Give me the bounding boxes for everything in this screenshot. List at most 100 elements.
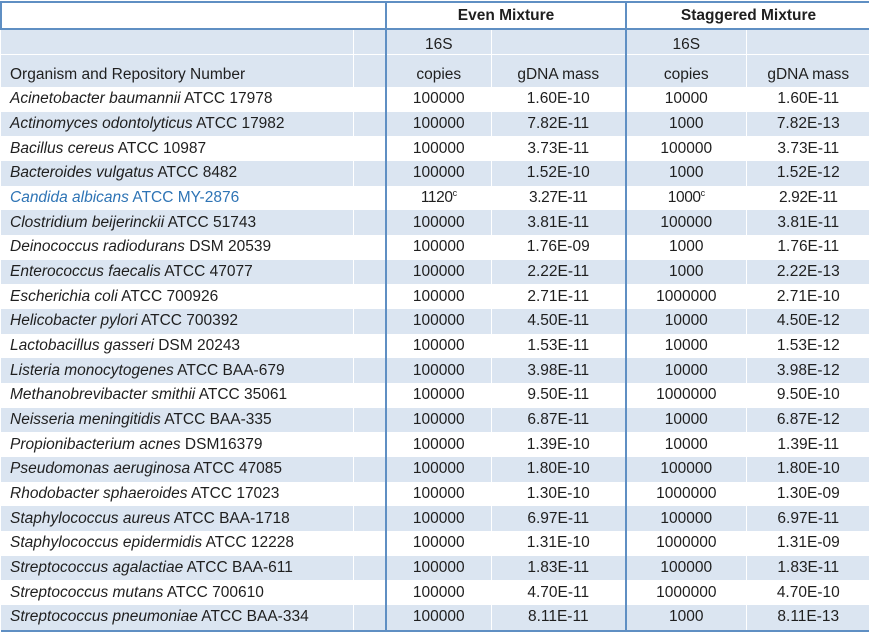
- organism-name: Streptococcus agalactiae: [10, 559, 184, 577]
- organism-cell: Lactobacillus gasseri DSM 20243: [1, 333, 354, 359]
- even-gdna-header: gDNA mass: [491, 54, 627, 87]
- organism-row: Candida albicans ATCC MY-2876 1120c 3.27E-…: [1, 185, 869, 211]
- staggered-gdna-value: 2.92E-11: [778, 189, 838, 207]
- repository-number: ATCC BAA-334: [201, 608, 309, 626]
- staggered-gdna-header: gDNA mass: [746, 54, 869, 87]
- organism-name: Clostridium beijerinckii: [10, 213, 165, 231]
- organism-row: Bacteroides vulgatus ATCC 8482 100000 1.52…: [1, 161, 869, 186]
- organism-cell: Helicobacter pylori ATCC 700392: [1, 309, 354, 334]
- staggered-gdna-value: 8.11E-13: [746, 605, 869, 632]
- spacer-cell: [353, 259, 387, 285]
- spacer-cell: [353, 136, 387, 162]
- even-copies-header: copies: [385, 54, 492, 87]
- organism-row: Deinococcus radiodurans DSM 20539 100000 1…: [1, 235, 869, 260]
- staggered-gdna-value: 2.22E-13: [746, 259, 869, 285]
- even-gdna-value: 1.30E-10: [491, 481, 627, 507]
- staggered-copies-value: 1000000: [625, 383, 747, 408]
- organism-cell: Methanobrevibacter smithii ATCC 35061: [1, 383, 354, 408]
- organism-name: Lactobacillus gasseri: [10, 337, 154, 355]
- empty-cell: [491, 29, 627, 55]
- organism-row: Bacillus cereus ATCC 10987 100000 3.73E-11…: [1, 136, 869, 162]
- corner-cell: [0, 1, 387, 30]
- organism-name: Streptococcus mutans: [10, 583, 164, 601]
- even-gdna-value: 3.81E-11: [491, 210, 627, 236]
- spacer-cell: [353, 161, 387, 186]
- even-gdna-value: 3.73E-11: [491, 136, 627, 162]
- organism-name: Deinococcus radiodurans: [10, 238, 185, 256]
- staggered-copies-value: 1000000: [625, 481, 747, 507]
- spacer-cell: [353, 284, 387, 310]
- even-gdna-value: 7.82E-11: [491, 111, 627, 137]
- even-copies-value: 100000: [385, 358, 492, 384]
- spacer-cell: [353, 111, 387, 137]
- staggered-gdna-value: 1.53E-12: [776, 337, 840, 355]
- organism-row: Propionibacterium acnes DSM16379 100000 1.…: [1, 432, 869, 458]
- even-copies-value: 100000: [385, 333, 492, 359]
- even-copies-value: 100000: [385, 383, 492, 408]
- repository-number: ATCC 17978: [184, 90, 273, 108]
- even-16s-label: 16S: [385, 29, 492, 55]
- organism-row: Acinetobacter baumannii ATCC 17978 100000…: [1, 87, 869, 112]
- even-gdna-value: 3.27E-11: [491, 185, 627, 211]
- organism-row: Helicobacter pylori ATCC 700392 100000 4.5…: [1, 309, 869, 334]
- organism-cell: Staphylococcus epidermidis ATCC 12228: [1, 531, 354, 556]
- organism-cell: Deinococcus radiodurans DSM 20539: [1, 235, 354, 260]
- even-gdna-value: 1.39E-10: [491, 432, 627, 458]
- repository-number: DSM16379: [184, 435, 263, 453]
- staggered-gdna-value: 3.73E-11: [777, 139, 840, 157]
- even-copies-value: 100000: [385, 136, 492, 162]
- staggered-gdna-value: 6.87E-12: [746, 407, 869, 433]
- even-copies-value: 100000: [385, 309, 492, 334]
- repository-number: ATCC 35061: [198, 386, 288, 404]
- spacer-cell: [353, 407, 387, 433]
- staggered-gdna-value: 4.70E-10: [776, 583, 840, 601]
- organism-name: Listeria monocytogenes: [10, 361, 174, 379]
- organism-cell: Rhodobacter sphaeroides ATCC 17023: [1, 481, 354, 507]
- staggered-copies-value: 10000: [625, 407, 747, 433]
- even-gdna-value: 6.97E-11: [491, 506, 627, 532]
- organism-name: Actinomyces odontolyticus: [10, 115, 193, 132]
- even-gdna-value: 3.98E-11: [491, 358, 627, 384]
- organism-cell: Escherichia coli ATCC 700926: [1, 284, 354, 310]
- spacer-cell: [353, 185, 387, 211]
- even-copies-value: 100000: [385, 111, 492, 137]
- staggered-copies-value: 10000: [625, 87, 747, 112]
- even-copies-value: 100000: [385, 432, 492, 458]
- organism-cell: Bacillus cereus ATCC 10987: [1, 136, 354, 162]
- even-gdna-value: 2.71E-11: [491, 284, 627, 310]
- staggered-copies-value: 100000: [625, 457, 747, 482]
- repository-number: ATCC 51743: [167, 213, 257, 231]
- repository-number: ATCC 700392: [140, 312, 239, 330]
- even-gdna-value: 1.53E-11: [491, 333, 627, 359]
- organism-row: Escherichia coli ATCC 700926 100000 2.71E-…: [1, 284, 869, 310]
- organism-cell: Streptococcus pneumoniae ATCC BAA-334: [1, 605, 354, 632]
- even-gdna-value: 9.50E-11: [491, 383, 627, 408]
- staggered-copies-value: 10000: [625, 358, 747, 384]
- even-copies-value: 100000: [385, 87, 492, 112]
- staggered-copies-value: 100000: [625, 136, 747, 162]
- staggered-copies-value: 100000: [625, 210, 747, 236]
- staggered-copies-value: 100000: [625, 506, 747, 532]
- spacer-cell: [353, 309, 387, 334]
- even-copies-value: 100000: [385, 605, 492, 632]
- repository-number: DSM 20243: [158, 337, 241, 355]
- staggered-copies-value: 1000: [625, 161, 747, 186]
- organism-name: Acinetobacter baumannii: [10, 90, 181, 108]
- empty-cell: [353, 29, 387, 55]
- organism-cell: Enterococcus faecalis ATCC 47077: [1, 259, 354, 285]
- even-gdna-value: 8.11E-11: [491, 605, 627, 632]
- even-copies-value: 100000: [385, 481, 492, 507]
- staggered-copies-value: 1000: [625, 235, 747, 260]
- repository-number: ATCC BAA-611: [186, 559, 293, 577]
- organism-row: Actinomyces odontolyticus ATCC 17982 1000…: [1, 111, 869, 137]
- spacer-cell: [353, 432, 387, 458]
- organism-cell: Clostridium beijerinckii ATCC 51743: [1, 210, 354, 236]
- spacer-cell: [353, 235, 387, 260]
- even-copies-value: 100000: [385, 284, 492, 310]
- staggered-copies-value: 1000000: [625, 284, 747, 310]
- organism-name: Propionibacterium acnes: [10, 435, 181, 453]
- spacer-cell: [353, 506, 387, 532]
- staggered-copies-value: 1000000: [625, 531, 747, 556]
- staggered-gdna-value: 2.71E-10: [776, 287, 840, 305]
